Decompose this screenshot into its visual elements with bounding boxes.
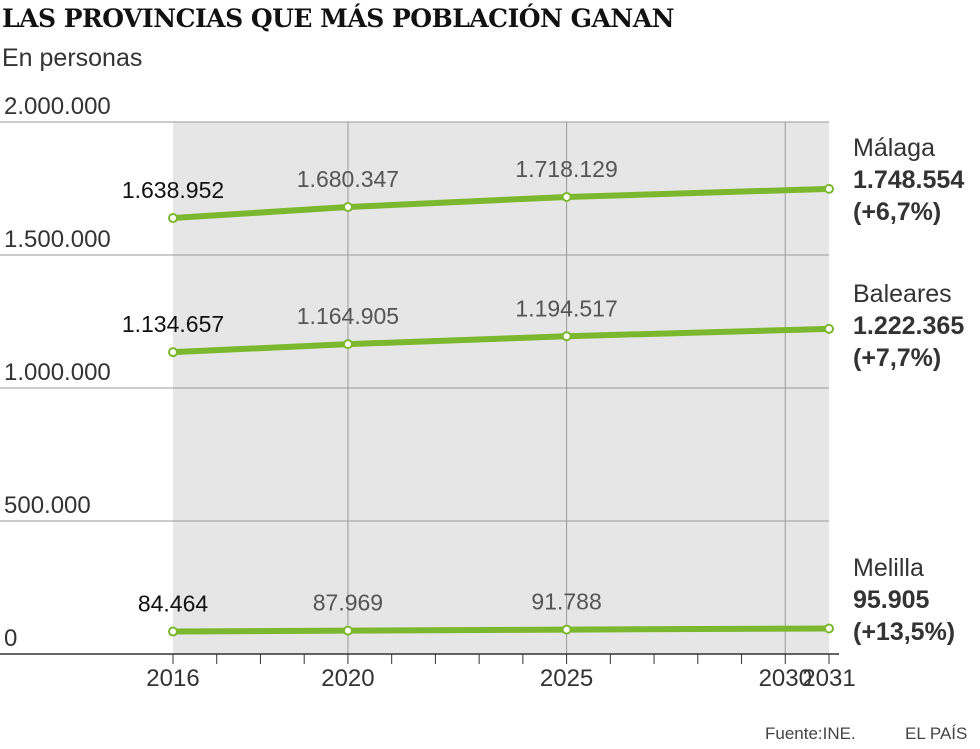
series-final-value: 1.222.365 [853,312,964,340]
data-label: 1.134.657 [122,311,224,337]
series-name: Málaga [853,134,935,162]
data-point [168,213,178,224]
data-label: 84.464 [138,591,209,617]
chart-subtitle: En personas [2,44,143,72]
series-name: Melilla [853,554,924,582]
credit-label: EL PAÍS [905,724,968,743]
data-point [824,183,834,194]
data-label: 1.164.905 [297,303,399,329]
data-point [561,624,572,635]
chart-title: LAS PROVINCIAS QUE MÁS POBLACIÓN GANAN [2,4,674,33]
series-final-value: 95.905 [853,586,930,614]
x-tick-label: 2031 [802,665,855,692]
series-line [170,625,832,635]
series-change: (+6,7%) [853,198,941,226]
x-tick-label: 2025 [540,665,593,692]
data-point [561,331,572,342]
data-label: 87.969 [313,590,383,616]
data-point [824,623,834,634]
data-point [168,626,178,637]
data-point [824,323,834,334]
y-tick-label: 2.000.000 [4,93,111,120]
y-tick-label: 0 [4,625,17,652]
data-point [561,191,572,202]
y-tick-label: 500.000 [4,492,91,519]
x-tick-label: 2016 [146,665,199,692]
data-label: 1.194.517 [515,295,617,321]
y-tick-label: 1.000.000 [4,359,111,386]
series-change: (+13,5%) [853,618,955,646]
x-tick-label: 2020 [321,665,374,692]
series-name: Baleares [853,280,952,308]
series-line [170,325,832,356]
y-tick-label: 1.500.000 [4,226,111,253]
series-line [170,185,832,222]
data-point [168,347,178,358]
data-label: 91.788 [531,589,601,615]
data-label: 1.638.952 [122,177,224,203]
data-point [342,202,353,213]
source-note: Fuente:INE. [765,724,856,743]
data-point [342,625,353,636]
series-change: (+7,7%) [853,344,941,372]
series-final-value: 1.748.554 [853,166,964,194]
data-label: 1.680.347 [297,166,399,192]
x-tick-label: 2030 [759,665,812,692]
data-label: 1.718.129 [515,156,617,182]
data-point [342,339,353,350]
